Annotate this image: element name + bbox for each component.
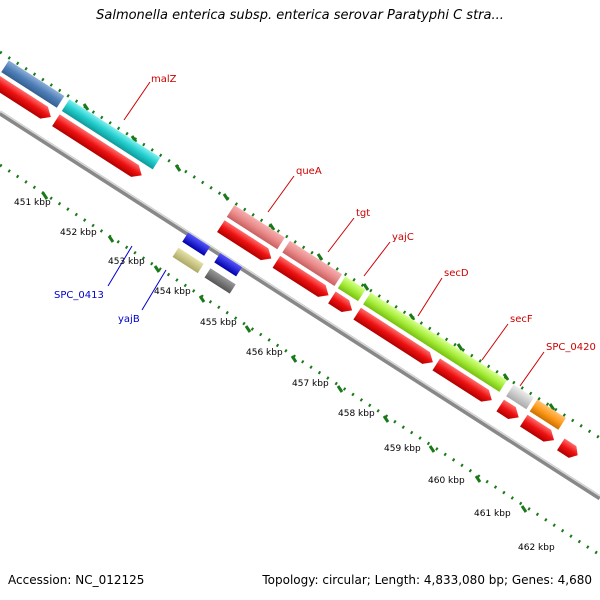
gene-label-SPC-0420[interactable]: SPC_0420 — [546, 342, 596, 353]
gene-block-secD[interactable] — [363, 292, 507, 392]
gene-block-secF[interactable] — [506, 384, 534, 410]
gene-block-SPC-0420[interactable] — [529, 399, 566, 430]
gene-label-yajC[interactable]: yajC — [392, 232, 414, 243]
cds-arrow[interactable] — [0, 75, 55, 122]
leader-SPC-0420 — [519, 351, 545, 387]
gene-block-blue-inner[interactable] — [182, 232, 211, 256]
gene-label-malZ[interactable]: malZ — [151, 74, 177, 85]
gene-label-secD[interactable]: secD — [444, 268, 469, 279]
gene-label-SPC-0413[interactable]: SPC_0413 — [54, 290, 104, 301]
gene-label-secF[interactable]: secF — [510, 314, 533, 325]
kbp-label: 459 kbp — [384, 444, 421, 454]
gene-block-tgt[interactable] — [282, 240, 343, 287]
gene-block-blue-inner-2[interactable] — [214, 253, 243, 277]
gene-block-queA[interactable] — [226, 205, 285, 250]
map-title: Salmonella enterica subsp. enterica sero… — [96, 8, 504, 23]
major-ticks — [41, 192, 528, 513]
gene-block-yajB[interactable] — [204, 268, 236, 294]
gene-block-malZ[interactable] — [61, 99, 161, 170]
kbp-label: 457 kbp — [292, 379, 329, 389]
leader-secD — [417, 277, 443, 317]
kbp-label: 460 kbp — [428, 476, 465, 486]
kbp-label: 458 kbp — [338, 409, 375, 419]
kbp-label: 454 kbp — [154, 287, 191, 297]
kbp-label: 455 kbp — [200, 318, 237, 328]
genome-backbone-highlight — [0, 110, 600, 497]
topology-text: Topology: circular; Length: 4,833,080 bp… — [262, 573, 592, 587]
cds-arrow[interactable] — [217, 220, 275, 264]
leader-queA — [267, 175, 295, 213]
kbp-label: 452 kbp — [60, 228, 97, 238]
cds-arrow[interactable] — [52, 114, 145, 181]
kbp-label: 456 kbp — [246, 348, 283, 358]
cds-arrow[interactable] — [353, 307, 436, 368]
gene-block-steel-blue[interactable] — [1, 60, 65, 108]
outer-major-ticks — [82, 103, 556, 411]
cds-arrow[interactable] — [519, 414, 558, 446]
cds-arrow[interactable] — [272, 255, 333, 301]
cds-arrow[interactable] — [432, 358, 495, 406]
leader-SPC-0413 — [107, 245, 133, 287]
accession-text: Accession: NC_012125 — [8, 573, 145, 587]
leader-secF — [481, 323, 509, 361]
inner-tick-track — [0, 163, 600, 557]
gene-label-tgt[interactable]: tgt — [356, 208, 370, 219]
gene-block-SPC-0413[interactable] — [172, 247, 204, 274]
gene-label-yajB[interactable]: yajB — [118, 314, 140, 325]
kbp-label: 462 kbp — [518, 543, 555, 553]
leader-malZ — [123, 81, 151, 121]
cds-arrow[interactable] — [328, 291, 356, 317]
leader-tgt — [327, 217, 355, 253]
genome-backbone — [0, 110, 600, 501]
kbp-label: 451 kbp — [14, 198, 51, 208]
kbp-label: 453 kbp — [108, 257, 145, 267]
cds-arrow[interactable] — [557, 438, 581, 462]
leader-yajB — [141, 269, 167, 311]
cds-arrow[interactable] — [496, 399, 522, 424]
gene-block-yajC[interactable] — [337, 276, 366, 302]
leader-yajC — [363, 241, 391, 277]
kbp-label: 461 kbp — [474, 509, 511, 519]
gene-label-queA[interactable]: queA — [296, 166, 322, 177]
